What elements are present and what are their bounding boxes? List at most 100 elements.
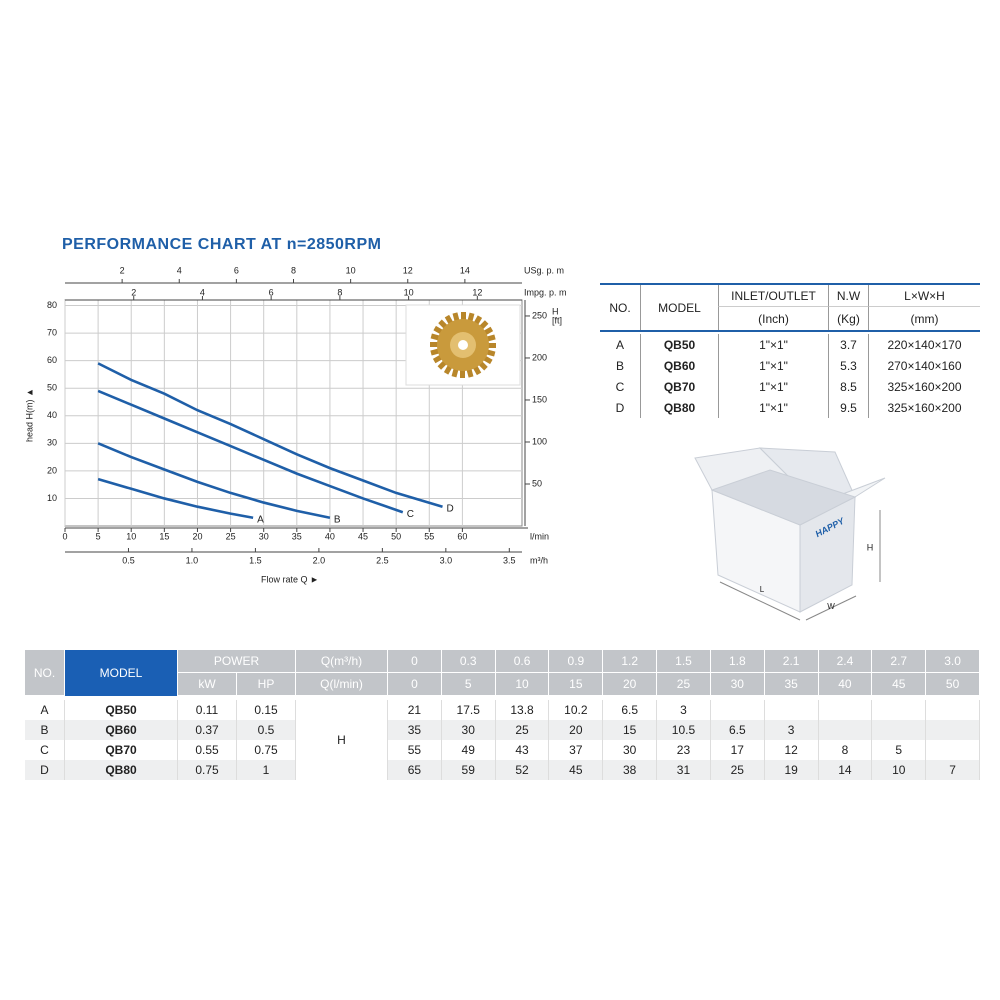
header-cell: 20 <box>603 673 658 696</box>
table-cell: 20 <box>549 720 604 740</box>
y-axis-label: head H(m) ▲ <box>24 388 34 442</box>
y2-tick-label: 50 <box>532 478 542 488</box>
header-cell: 1.2 <box>603 650 658 673</box>
y2-tick-label: 150 <box>532 394 547 404</box>
table-cell: 31 <box>657 760 711 780</box>
table-cell: A <box>615 337 624 352</box>
header-cell: MODEL <box>640 285 718 330</box>
table-cell: 12 <box>764 740 819 760</box>
table-cell: 14 <box>818 760 873 780</box>
y2-tick-label: 200 <box>532 352 547 362</box>
unit-cell: (mm) <box>868 307 980 330</box>
table-cell: QB50 <box>65 700 178 720</box>
table-cell: 8 <box>818 740 873 760</box>
top-tick-label: 8 <box>291 265 296 275</box>
table-cell: 1 <box>237 760 296 780</box>
curve <box>97 477 254 520</box>
head-cell: H <box>296 700 388 780</box>
table-cell: 25 <box>495 720 550 740</box>
table-cell: 6.5 <box>710 720 765 740</box>
chart-title: PERFORMANCE CHART AT n=2850RPM <box>62 236 381 253</box>
table-cell: 52 <box>495 760 550 780</box>
rule <box>600 283 980 285</box>
table-cell: 3 <box>764 720 819 740</box>
table-cell: 1"×1" <box>718 397 828 418</box>
table-cell <box>872 700 927 720</box>
top-tick-label: 6 <box>234 265 239 275</box>
table-cell: 9.5 <box>828 397 868 418</box>
table-cell: QB60 <box>65 720 178 740</box>
table-cell: 10 <box>872 760 927 780</box>
y-tick-label: 20 <box>47 465 57 475</box>
y2-tick-label: 250 <box>532 310 547 320</box>
table-cell: 21 <box>388 700 442 720</box>
m3h-tick-label: 1.5 <box>249 555 262 565</box>
table-cell <box>926 720 980 740</box>
table-cell: 23 <box>657 740 711 760</box>
header-cell: 0.9 <box>549 650 604 673</box>
header-cell: 1.8 <box>710 650 765 673</box>
top-tick-label: 10 <box>404 287 414 297</box>
m3h-tick-label: 2.5 <box>376 555 389 565</box>
m3h-tick-label: 1.0 <box>186 555 199 565</box>
table-cell: D <box>25 760 65 780</box>
y-tick-label: 80 <box>47 300 57 310</box>
table-cell: 3 <box>657 700 711 720</box>
table-cell: 13.8 <box>495 700 550 720</box>
top-tick-label: 4 <box>200 287 205 297</box>
table-cell: 220×140×170 <box>868 334 980 355</box>
m3h-tick-label: 0.5 <box>122 555 135 565</box>
curve <box>97 389 404 514</box>
table-cell: 1"×1" <box>718 334 828 355</box>
unit-cell: (Inch) <box>718 307 828 330</box>
table-cell: 0.15 <box>237 700 296 720</box>
x-tick-label: 10 <box>126 531 136 541</box>
impeller-hole <box>458 340 468 350</box>
header-cell: 15 <box>549 673 604 696</box>
curve-label: A <box>257 514 264 525</box>
table-cell: 49 <box>441 740 496 760</box>
y2-tick-label: 100 <box>532 436 547 446</box>
table-cell: 325×160×200 <box>868 397 980 418</box>
top-tick-label: 12 <box>472 287 482 297</box>
table-cell: QB80 <box>640 397 718 418</box>
x-tick-label: 35 <box>292 531 302 541</box>
table-cell: 6.5 <box>603 700 658 720</box>
table-cell: 270×140×160 <box>868 355 980 376</box>
table-cell: QB70 <box>640 376 718 397</box>
x-tick-label: 45 <box>358 531 368 541</box>
header-cell: NO. <box>609 300 631 315</box>
top-axis-label: USg. p. m <box>524 265 564 275</box>
table-cell: 30 <box>603 740 658 760</box>
table-cell: 0.11 <box>178 700 237 720</box>
impeller-blade <box>461 312 466 324</box>
top-tick-label: 2 <box>120 265 125 275</box>
x-tick-label: 60 <box>457 531 467 541</box>
top-tick-label: 4 <box>177 265 182 275</box>
header-cell: 2.1 <box>764 650 819 673</box>
table-cell: 5 <box>872 740 927 760</box>
dim-label: L <box>760 585 765 594</box>
x-tick-label: 40 <box>325 531 335 541</box>
table-cell: 43 <box>495 740 550 760</box>
header-cell: Q(l/min) <box>296 673 388 696</box>
header-cell: 45 <box>872 673 927 696</box>
header-cell: 25 <box>657 673 711 696</box>
table-cell: 19 <box>764 760 819 780</box>
header-cell: 5 <box>441 673 496 696</box>
table-cell: B <box>25 720 65 740</box>
table-cell: A <box>25 700 65 720</box>
x-tick-label: 30 <box>259 531 269 541</box>
x-tick-label: 50 <box>391 531 401 541</box>
header-cell: 0 <box>388 673 442 696</box>
header-cell: NO. <box>25 650 65 696</box>
table-cell: B <box>615 358 624 373</box>
table-cell <box>818 700 873 720</box>
table-cell: 45 <box>549 760 604 780</box>
table-cell: QB50 <box>640 334 718 355</box>
header-cell: 40 <box>818 673 873 696</box>
table-cell: 3.7 <box>828 334 868 355</box>
curve-label: D <box>447 503 454 514</box>
x-tick-label: 55 <box>424 531 434 541</box>
